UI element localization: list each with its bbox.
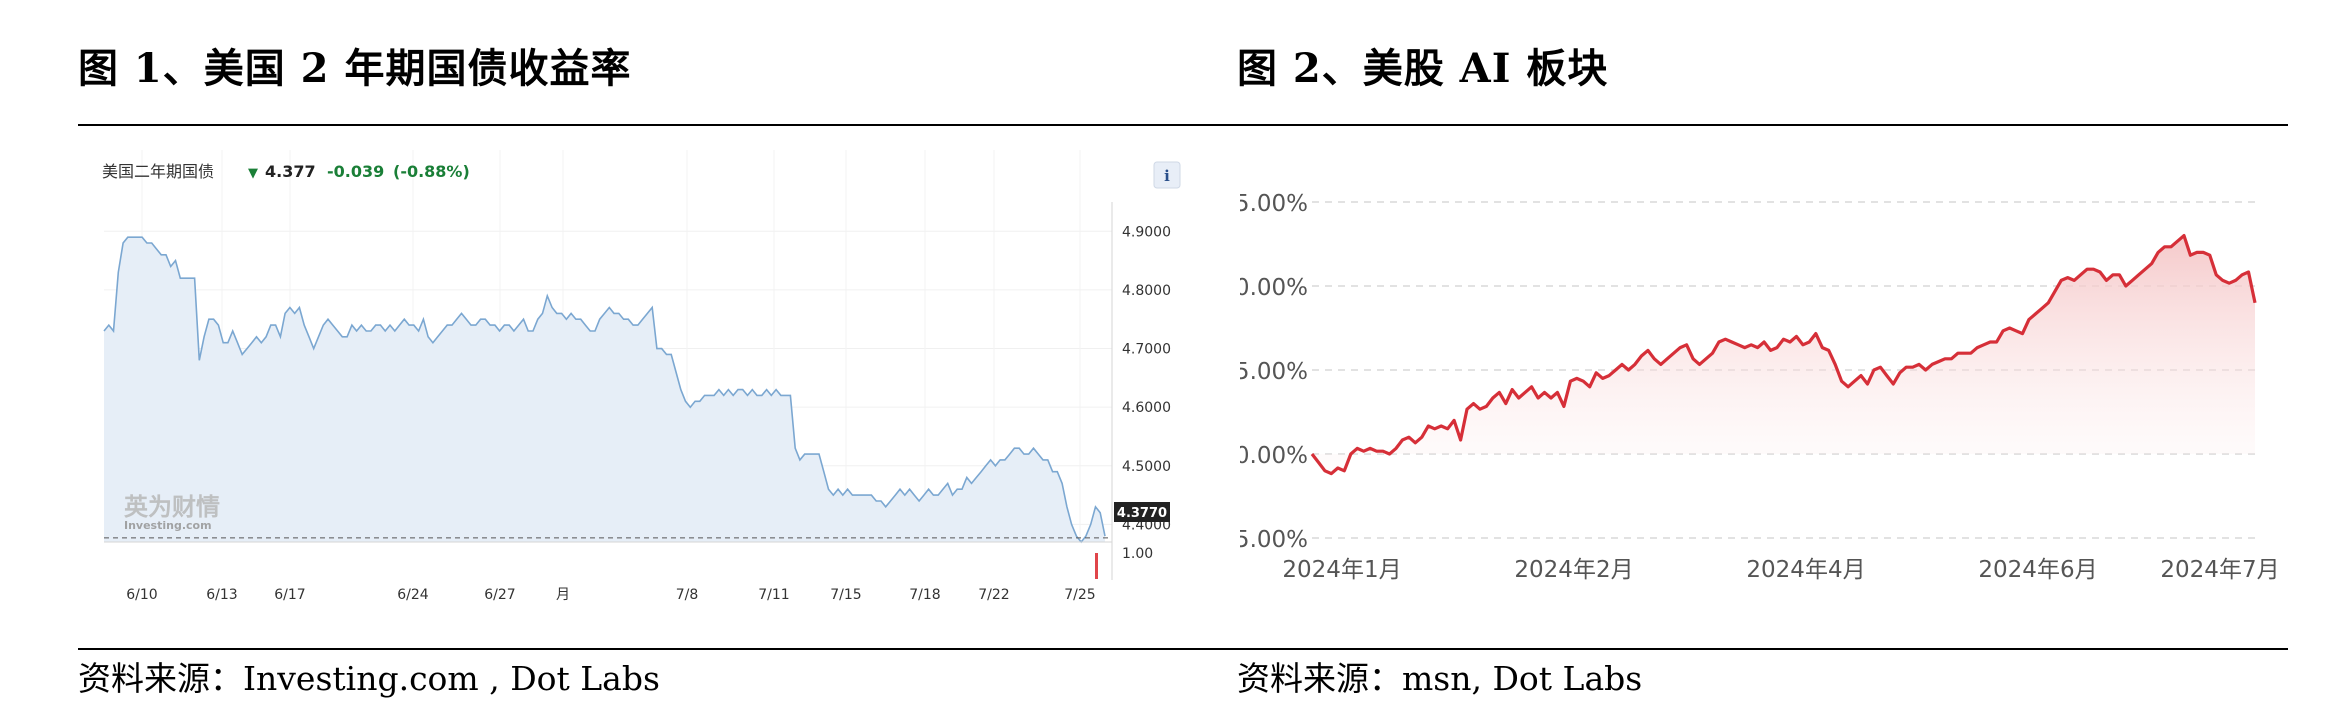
chart1-series-line	[103, 236, 1106, 544]
figure2-bottom-rule	[1236, 648, 2288, 650]
chart1-x-tick-label: 7/15	[830, 587, 861, 603]
chart1-watermark: 英为财情 Investing.com	[124, 493, 220, 532]
chart1-area-fill	[104, 237, 1105, 542]
down-arrow-icon: ▼	[248, 166, 258, 181]
figure1-top-rule	[78, 124, 1236, 126]
chart1-y-tick-label: 4.7000	[1122, 342, 1171, 358]
figure2-top-rule	[1236, 124, 2288, 126]
chart1-x-tick-label: 7/22	[978, 587, 1009, 603]
chart1-y-tick-label: 4.6000	[1122, 400, 1171, 416]
chart1-current-value-label: 4.3770	[1117, 506, 1167, 521]
chart1-x-tick-label: 6/17	[274, 587, 305, 603]
chart1-current-value-badge	[1114, 502, 1170, 522]
chart2-x-tick-label: 2024年4月	[1746, 557, 1865, 583]
watermark-sub: Investing.com	[124, 519, 212, 532]
chart1-x-tick-label: 6/24	[397, 587, 429, 603]
chart2-x-tick-label: 2024年1月	[1282, 557, 1401, 583]
chart2-series-line	[1310, 234, 2257, 476]
info-icon[interactable]: i	[1164, 167, 1170, 185]
chart2-y-tick-label: 15.00%	[1240, 359, 1308, 385]
watermark-main: 英为财情	[124, 493, 220, 521]
chart1-x-tick-label: 6/13	[206, 587, 237, 603]
chart2-x-tick-label: 2024年6月	[1978, 557, 2097, 583]
chart1-y-tick-label: 4.8000	[1122, 283, 1171, 299]
chart1-volume-tick-label: 1.00	[1122, 546, 1153, 562]
chart1-x-tick-label: 7/25	[1064, 587, 1095, 603]
chart2-y-tick-label: 0.00%	[1240, 443, 1308, 469]
chart1-x-tick-label: 6/27	[484, 587, 515, 603]
chart2-x-tick-label: 2024年2月	[1514, 557, 1633, 583]
chart2-y-tick-label: -15.00%	[1240, 527, 1308, 553]
chart1-y-tick-label: 4.9000	[1122, 224, 1171, 240]
chart2-x-tick-label: 2024年7月	[2160, 557, 2279, 583]
chart1-x-tick-label: 月	[556, 587, 570, 603]
chart1-header-price: 4.377	[265, 162, 316, 181]
chart2-y-tick-label: 45.00%	[1240, 191, 1308, 217]
figure2-source: 资料来源：msn, Dot Labs	[1237, 659, 1643, 698]
chart1-y-tick-label: 4.5000	[1122, 459, 1171, 475]
figure1-title: 图 1、美国 2 年期国债收益率	[78, 45, 632, 92]
figure1-source: 资料来源：Investing.com , Dot Labs	[78, 659, 660, 698]
chart1-x-tick-label: 7/8	[676, 587, 699, 603]
chart2-us-ai-sector: 45.00% 30.00% 15.00% 0.00% -15.00% 2024年1月 20…	[1240, 191, 2280, 583]
chart1-header-change-pct: (-0.88%)	[393, 162, 470, 181]
chart1-volume-bar	[1095, 553, 1098, 579]
chart1-x-tick-label: 7/18	[909, 587, 940, 603]
chart2-y-tick-label: 30.00%	[1240, 275, 1308, 301]
chart1-header-change: -0.039	[327, 162, 384, 181]
chart1-x-tick-label: 7/11	[758, 587, 789, 603]
chart1-x-tick-label: 6/10	[126, 587, 157, 603]
figure2-title: 图 2、美股 AI 板块	[1237, 45, 1609, 92]
chart2-area-fill	[1312, 235, 2255, 474]
info-button[interactable]: i	[1153, 161, 1181, 189]
chart1-treasury-yield: 英为财情 Investing.com 4.9000 4.8000 4.7000 4.6…	[90, 150, 1220, 610]
chart1-header-name: 美国二年期国债	[102, 162, 214, 181]
figure1-bottom-rule	[78, 648, 1236, 650]
